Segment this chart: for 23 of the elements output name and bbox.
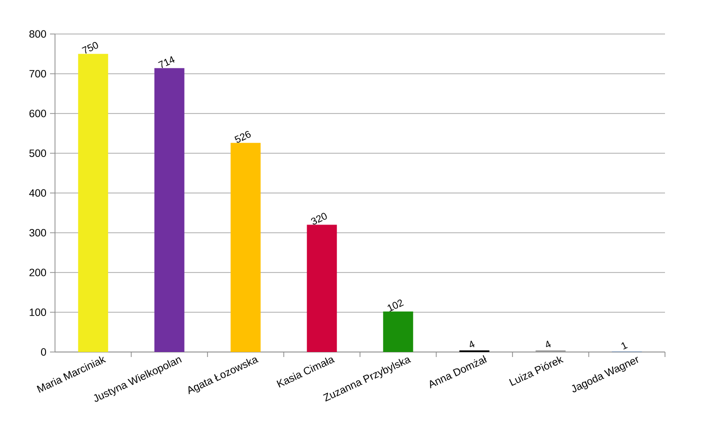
data-label: 714 [158,56,175,68]
y-tick-label: 0 [41,348,46,356]
y-tick-label: 100 [30,308,46,316]
data-label: 1 [621,342,628,350]
y-tick-label: 600 [29,110,46,118]
data-label: 4 [470,340,475,348]
data-label: 750 [82,42,98,54]
x-tick-label: Kasia Cimała [276,358,335,388]
y-tick-label: 800 [29,30,46,38]
y-tick-label: 200 [29,268,46,276]
bar [306,224,337,352]
bar [154,68,184,352]
bar [230,142,261,352]
bar [78,54,108,352]
y-tick-label: 300 [29,229,46,236]
data-label: 320 [311,212,327,225]
data-label: 526 [234,130,251,143]
data-label: 102 [388,300,404,312]
y-tick-label: 400 [29,189,46,197]
bar [383,311,414,352]
y-tick-label: 700 [29,70,46,78]
y-tick-label: 500 [29,150,46,157]
data-label: 4 [546,340,551,348]
